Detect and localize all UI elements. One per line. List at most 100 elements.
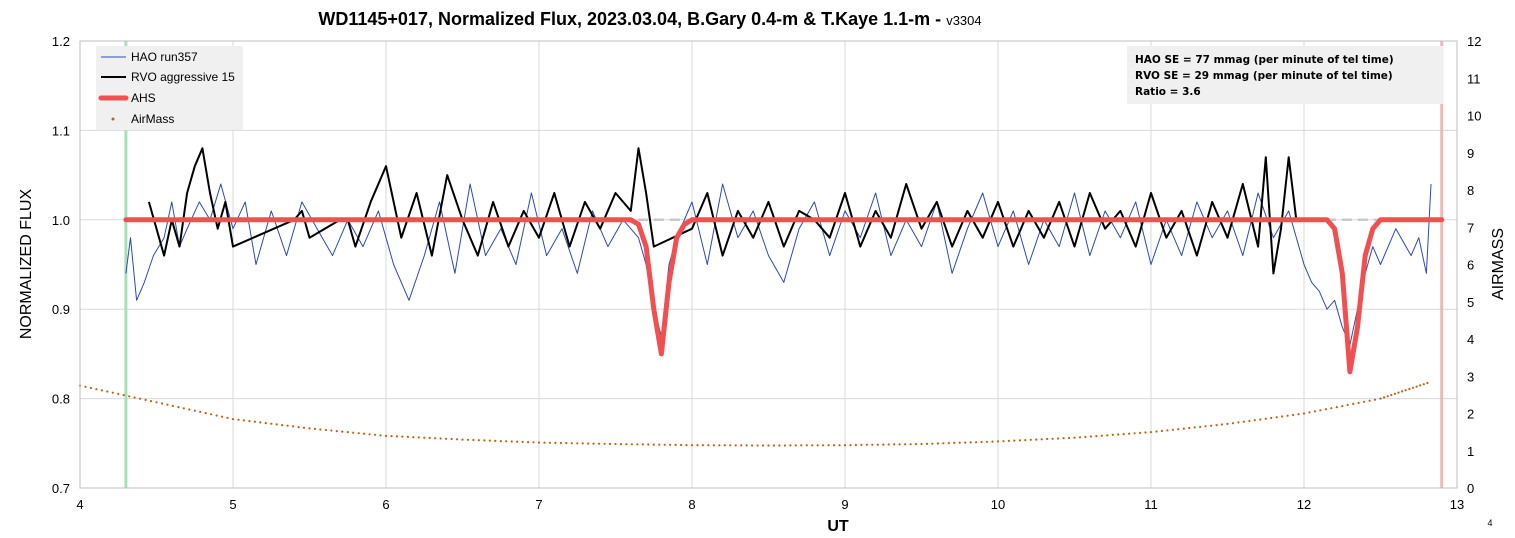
airmass-point xyxy=(680,443,683,447)
airmass-point xyxy=(89,386,92,390)
y2-tick-label: 2 xyxy=(1467,407,1474,422)
airmass-point xyxy=(996,440,1000,443)
airmass-point xyxy=(1368,399,1371,402)
x-axis-label: UT xyxy=(827,518,849,535)
airmass-point xyxy=(264,422,267,425)
legend-label-ahs: AHS xyxy=(131,91,156,105)
airmass-point xyxy=(598,442,601,445)
x-tick-labels: 4 5 6 7 8 9 10 11 12 13 xyxy=(76,497,1464,512)
airmass-point xyxy=(177,406,180,409)
airmass-point xyxy=(537,441,541,444)
airmass-point xyxy=(1122,433,1125,436)
airmass-point xyxy=(1264,417,1267,420)
airmass-point xyxy=(1035,438,1038,441)
airmass-point xyxy=(1062,437,1065,440)
airmass-point xyxy=(718,444,721,447)
legend: HAO run357 RVO aggressive 15 AHS AirMass xyxy=(96,46,243,130)
airmass-point xyxy=(1408,387,1411,391)
airmass-point xyxy=(904,443,907,446)
airmass-point xyxy=(292,425,295,428)
airmass-point xyxy=(849,444,852,447)
airmass-point xyxy=(690,444,694,447)
y-tick-label: 0.7 xyxy=(52,481,70,496)
chart-title-version: v3304 xyxy=(946,13,981,28)
y2-tick-label: 7 xyxy=(1467,220,1474,235)
airmass-point xyxy=(204,412,207,415)
airmass-point xyxy=(1253,419,1256,422)
airmass-point xyxy=(505,440,508,443)
airmass-point xyxy=(729,444,732,447)
airmass-point xyxy=(302,426,306,429)
airmass-point xyxy=(1089,435,1092,438)
airmass-point xyxy=(1084,435,1087,438)
stats-box: HAO SE = 77 mmag (per minute of tel time… xyxy=(1127,46,1443,104)
airmass-point xyxy=(390,435,393,438)
airmass-point xyxy=(237,418,240,421)
airmass-point xyxy=(1419,384,1422,387)
y2-tick-label: 5 xyxy=(1467,295,1474,310)
airmass-point xyxy=(270,422,273,425)
airmass-point xyxy=(1415,385,1418,388)
y-tick-label: 0.9 xyxy=(52,302,70,317)
airmass-point xyxy=(1297,413,1300,416)
x-tick-label: 10 xyxy=(991,497,1005,512)
airmass-point xyxy=(936,442,940,445)
airmass-point xyxy=(149,400,153,403)
airmass-point xyxy=(669,443,672,446)
airmass-point xyxy=(1302,412,1306,415)
airmass-point xyxy=(1067,436,1071,440)
airmass-point xyxy=(740,444,743,447)
airmass-point xyxy=(199,410,202,413)
airmass-point xyxy=(1193,426,1196,429)
legend-label-hao: HAO run357 xyxy=(131,50,198,64)
airmass-point xyxy=(516,440,519,443)
airmass-point xyxy=(455,438,459,441)
y2-tick-label: 0 xyxy=(1467,481,1474,496)
airmass-point xyxy=(953,441,956,444)
y2-tick-label: 11 xyxy=(1467,71,1481,86)
airmass-point xyxy=(1106,434,1109,437)
airmass-point xyxy=(1397,391,1400,394)
airmass-point xyxy=(712,444,716,447)
airmass-point xyxy=(1024,439,1027,442)
legend-label-rvo: RVO aggressive 15 xyxy=(131,70,235,84)
airmass-point xyxy=(259,421,262,424)
airmass-point xyxy=(1401,390,1404,393)
airmass-point xyxy=(439,437,442,440)
airmass-point xyxy=(854,443,858,447)
airmass-point xyxy=(986,440,989,443)
series-ahs-line xyxy=(123,217,1445,375)
airmass-point xyxy=(330,429,333,432)
airmass-point xyxy=(587,442,590,445)
airmass-point xyxy=(1242,420,1245,423)
airmass-point xyxy=(423,436,426,439)
airmass-point xyxy=(401,435,404,438)
airmass-point xyxy=(412,436,415,439)
airmass-point xyxy=(543,441,546,444)
airmass-point xyxy=(494,439,497,442)
airmass-point xyxy=(641,443,644,446)
airmass-point xyxy=(1199,425,1202,428)
airmass-point xyxy=(84,385,87,388)
airmass-point xyxy=(182,407,185,410)
airmass-point xyxy=(1383,396,1386,399)
series-layer xyxy=(78,147,1445,447)
airmass-point xyxy=(1363,400,1366,403)
airmass-point xyxy=(1379,397,1382,400)
y-tick-label: 1.2 xyxy=(52,34,70,49)
airmass-point xyxy=(286,424,289,427)
airmass-point xyxy=(1346,403,1349,407)
airmass-point xyxy=(1275,416,1278,419)
airmass-point xyxy=(128,395,131,398)
stats-line-rvo: RVO SE = 29 mmag (per minute of tel time… xyxy=(1135,70,1393,82)
legend-label-airmass: AirMass xyxy=(131,112,174,126)
airmass-point xyxy=(789,444,792,447)
airmass-point xyxy=(1013,439,1016,442)
airmass-point xyxy=(521,440,524,443)
x-tick-label: 13 xyxy=(1450,497,1464,512)
airmass-point xyxy=(1149,431,1153,434)
airmass-point xyxy=(248,420,251,423)
airmass-point xyxy=(357,432,360,435)
airmass-point xyxy=(554,441,557,444)
legend-background xyxy=(96,46,243,130)
